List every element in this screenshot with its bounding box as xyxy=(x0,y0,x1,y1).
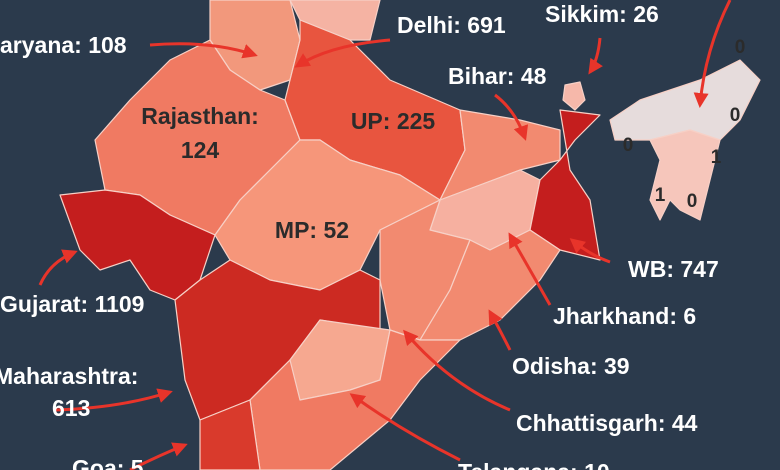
state-label: Chhattisgarh: 44 xyxy=(516,410,698,436)
state-karnataka xyxy=(199,399,261,470)
state-label: Bihar: 48 xyxy=(448,63,547,89)
northeast-value: 0 xyxy=(730,105,741,126)
northeast-value: 0 xyxy=(623,135,634,156)
northeast-value: 0 xyxy=(687,191,698,212)
arrow xyxy=(38,249,78,286)
arrow xyxy=(693,0,732,108)
arrows xyxy=(38,0,732,470)
arrow xyxy=(403,329,511,412)
arrow xyxy=(569,238,611,264)
state-northeast xyxy=(609,59,761,141)
state-label: WB: 747 xyxy=(628,256,719,282)
state-sikkim xyxy=(562,81,586,111)
northeast-value: 1 xyxy=(711,147,722,168)
state-label: Gujarat: 1109 xyxy=(0,291,144,317)
state-label: Sikkim: 26 xyxy=(545,1,659,27)
state-label: UP: 225 xyxy=(351,108,436,134)
arrow xyxy=(508,232,552,306)
state-label: 613 xyxy=(52,395,90,421)
northeast-value: 1 xyxy=(655,185,666,206)
state-north xyxy=(289,0,381,41)
state-label: MP: 52 xyxy=(275,217,349,243)
state-label: Telangana: 10 xyxy=(458,459,610,470)
arrow xyxy=(494,93,529,141)
arrow xyxy=(294,38,391,68)
arrow xyxy=(129,442,188,470)
arrow xyxy=(488,309,512,351)
state-northeast-south xyxy=(649,129,721,221)
state-label: Jharkhand: 6 xyxy=(553,303,696,329)
state-label: Goa: 5 xyxy=(72,455,144,470)
arrow xyxy=(349,393,461,462)
arrow xyxy=(149,42,258,59)
state-label: Maharashtra: xyxy=(0,363,138,389)
state-label: Delhi: 691 xyxy=(397,12,506,38)
northeast-value: 0 xyxy=(735,37,746,58)
state-label: 124 xyxy=(181,137,220,163)
state-label: Rajasthan: xyxy=(141,103,259,129)
arrow xyxy=(54,388,173,412)
state-label: aryana: 108 xyxy=(0,32,127,58)
state-label: Odisha: 39 xyxy=(512,353,630,379)
arrow xyxy=(588,37,603,75)
